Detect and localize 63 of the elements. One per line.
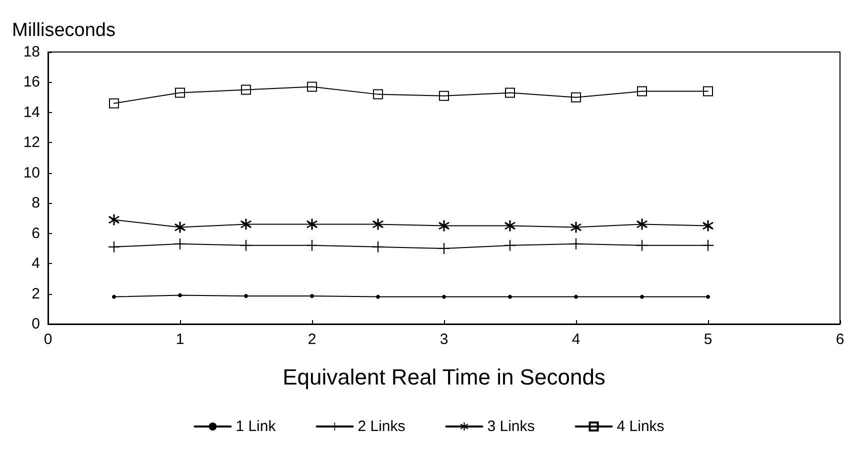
point [372,241,384,252]
point [108,241,120,252]
x-tick-label: 2 [308,331,316,348]
point [241,84,251,95]
point [570,238,582,250]
point [570,222,582,233]
point [307,82,317,92]
y-tick-label: 12 [23,134,40,152]
point [306,218,318,230]
x-axis-title: Equivalent Real Time in Seconds [282,364,606,390]
legend-label: 3 Links [487,418,535,435]
point [636,240,648,251]
y-tick-label: 2 [32,285,40,302]
y-tick-label: 18 [23,44,40,60]
point [504,220,516,232]
legend-label: 4 Links [616,418,664,435]
legend-label: 2 Links [358,418,406,435]
x-tick-label: 6 [836,331,844,348]
y-axis-title: Milliseconds [12,20,116,41]
point [703,86,713,96]
point [702,220,714,232]
point [571,92,581,102]
y-tick-label: 0 [32,316,40,332]
point [178,293,182,298]
point [376,294,380,299]
point [637,86,647,96]
point [636,218,648,230]
point [306,240,318,251]
y-tick-label: 8 [32,194,40,212]
y-tick-label: 16 [23,74,40,91]
x-tick-label: 4 [572,331,580,348]
point [438,242,450,254]
point [574,294,578,299]
point [310,294,314,298]
point [640,294,644,299]
y-tick-label: 14 [23,104,40,121]
point [174,238,186,250]
point [244,294,248,298]
point [702,240,714,251]
point [109,98,119,108]
y-tick-label: 4 [32,255,40,272]
x-tick-label: 1 [176,331,184,348]
point [240,218,252,230]
y-tick-label: 10 [23,164,40,182]
point [504,240,516,251]
point [240,240,252,251]
x-tick-label: 5 [704,331,712,348]
point [174,222,186,233]
point [108,214,120,226]
point [373,89,383,100]
x-tick-label: 0 [44,331,52,348]
y-tick-label: 6 [32,224,40,242]
point [442,294,446,299]
point [706,294,710,299]
point [175,88,185,98]
point [508,294,512,299]
legend-label: 1 Link [236,418,276,435]
x-tick-label: 3 [440,331,448,348]
point [438,220,450,232]
point [505,88,515,98]
point [112,294,116,299]
point [372,218,384,230]
point [439,90,449,101]
